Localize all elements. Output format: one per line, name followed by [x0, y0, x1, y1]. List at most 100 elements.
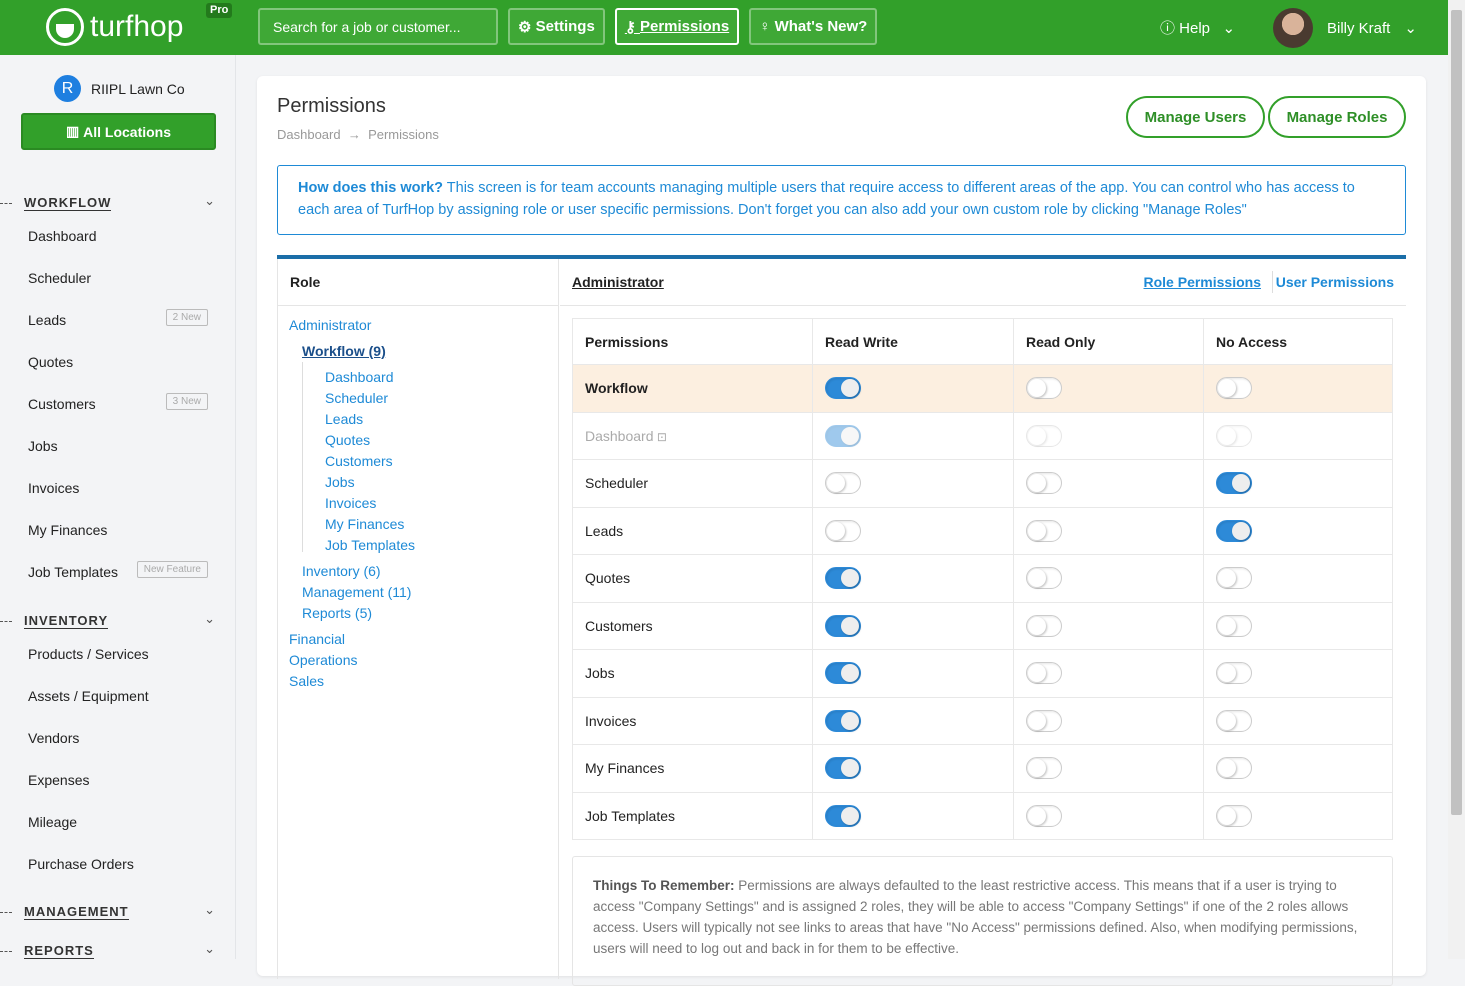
manage-users-button[interactable]: Manage Users: [1126, 96, 1265, 138]
toggle-no-access[interactable]: [1216, 472, 1252, 495]
toggle-no-access[interactable]: [1216, 519, 1252, 542]
toggle-read-write[interactable]: [825, 757, 861, 780]
toggle-read-write[interactable]: [825, 709, 861, 732]
sidebar-item-scheduler[interactable]: Scheduler: [28, 270, 208, 286]
sidebar-section-reports[interactable]: REPORTS ⌄: [0, 941, 236, 963]
sidebar-item-leads[interactable]: Leads 2 New: [28, 309, 208, 328]
sidebar-section-management[interactable]: MANAGEMENT ⌄: [0, 902, 236, 924]
toggle-read-only[interactable]: [1026, 377, 1062, 400]
role-tree-item[interactable]: Customers: [325, 453, 393, 469]
sidebar-item-label: Dashboard: [28, 228, 97, 244]
permission-name: Quotes: [572, 554, 813, 603]
all-locations-button[interactable]: ▥ All Locations: [21, 113, 216, 150]
sidebar-item-quotes[interactable]: Quotes: [28, 354, 208, 370]
toggle-read-only[interactable]: [1026, 662, 1062, 685]
toggle-read-write[interactable]: [825, 614, 861, 637]
permission-cell: [812, 744, 1014, 793]
role-tree-item[interactable]: Invoices: [325, 495, 377, 511]
chevron-down-icon: ⌄: [204, 193, 216, 208]
avatar: [1273, 8, 1313, 48]
sidebar-section-workflow[interactable]: WORKFLOW ⌄: [0, 193, 236, 215]
toggle-read-write[interactable]: [825, 519, 861, 542]
toggle-no-access[interactable]: [1216, 757, 1252, 780]
chevron-down-icon: ⌄: [204, 941, 216, 956]
sidebar-item-vendors[interactable]: Vendors: [28, 730, 208, 746]
selected-role[interactable]: Administrator: [572, 274, 664, 290]
toggle-no-access[interactable]: [1216, 614, 1252, 637]
toggle-read-write[interactable]: [825, 377, 861, 400]
role-tree-item[interactable]: Quotes: [325, 432, 371, 448]
role-tree-item[interactable]: Sales: [289, 673, 325, 689]
role-tree-item[interactable]: Job Templates: [325, 537, 416, 553]
role-tree-item[interactable]: Scheduler: [325, 390, 389, 406]
toggle-read-write[interactable]: [825, 662, 861, 685]
sidebar-item-mileage[interactable]: Mileage: [28, 814, 208, 830]
info-lead: How does this work?: [298, 180, 444, 196]
sidebar-item-my-finances[interactable]: My Finances: [28, 522, 208, 538]
turfhop-logo[interactable]: turfhop: [46, 8, 183, 46]
breadcrumb-dashboard[interactable]: Dashboard: [277, 127, 341, 142]
toggle-read-only[interactable]: [1026, 757, 1062, 780]
sidebar-item-expenses[interactable]: Expenses: [28, 772, 208, 788]
toggle-no-access[interactable]: [1216, 804, 1252, 827]
sidebar-item-label: Scheduler: [28, 270, 92, 286]
sidebar-item-assets-equipment[interactable]: Assets / Equipment: [28, 688, 208, 704]
sidebar-item-invoices[interactable]: Invoices: [28, 480, 208, 496]
permissions-button[interactable]: ⚷ Permissions: [614, 8, 740, 45]
sidebar-section-inventory[interactable]: INVENTORY ⌄: [0, 611, 236, 633]
toggle-read-only[interactable]: [1026, 804, 1062, 827]
role-panel: Role Administrator Workflow (9) Dashboard S…: [277, 259, 559, 979]
search-input[interactable]: Search for a job or customer...: [258, 8, 498, 45]
toggle-no-access[interactable]: [1216, 567, 1252, 590]
top-nav: turfhop Pro Search for a job or customer…: [0, 0, 1448, 55]
permission-name: My Finances: [572, 744, 813, 793]
role-tree-item[interactable]: Workflow (9): [302, 343, 386, 359]
toggle-read-only[interactable]: [1026, 614, 1062, 637]
permission-cell: [1013, 744, 1204, 793]
whats-new-button[interactable]: ♀ What's New?: [749, 8, 878, 45]
toggle-no-access[interactable]: [1216, 377, 1252, 400]
role-tree-item[interactable]: My Finances: [325, 516, 405, 532]
toggle-no-access[interactable]: [1216, 709, 1252, 732]
role-tree-item[interactable]: Dashboard: [325, 369, 394, 385]
sidebar-item-job-templates[interactable]: Job Templates New Feature: [28, 561, 208, 580]
role-tree-item[interactable]: Financial: [289, 631, 346, 647]
sidebar-item-purchase-orders[interactable]: Purchase Orders: [28, 856, 208, 872]
settings-button[interactable]: ⚙ Settings: [508, 8, 605, 45]
help-menu[interactable]: ⓘ Help ⌄: [1160, 17, 1235, 38]
sidebar-item-products-services[interactable]: Products / Services: [28, 646, 208, 662]
toggle-no-access[interactable]: [1216, 662, 1252, 685]
role-tree-item[interactable]: Management (11): [302, 584, 412, 600]
manage-roles-button[interactable]: Manage Roles: [1268, 96, 1406, 138]
permission-name: Workflow: [572, 364, 813, 413]
toggle-read-only[interactable]: [1026, 709, 1062, 732]
permission-row: Job Templates: [572, 791, 1393, 840]
role-tree-item[interactable]: Operations: [289, 652, 358, 668]
toggle-read-only[interactable]: [1026, 567, 1062, 590]
logo-text: turfhop: [90, 10, 184, 43]
lightbulb-icon: ♀: [759, 18, 775, 35]
sidebar-item-dashboard[interactable]: Dashboard: [28, 228, 208, 244]
toggle-read-write[interactable]: [825, 804, 861, 827]
user-menu[interactable]: Billy Kraft ⌄: [1273, 8, 1417, 48]
role-tree-item[interactable]: Administrator: [289, 317, 372, 333]
scrollbar-thumb[interactable]: [1451, 10, 1462, 815]
role-tree-item[interactable]: Jobs: [325, 474, 355, 490]
toggle-read-only[interactable]: [1026, 519, 1062, 542]
role-tree-item[interactable]: Reports (5): [302, 605, 373, 621]
role-permissions-link[interactable]: Role Permissions: [1143, 274, 1262, 290]
scrollbar[interactable]: [1448, 0, 1465, 959]
user-permissions-link[interactable]: User Permissions: [1275, 274, 1394, 290]
toggle-read-only[interactable]: [1026, 472, 1062, 495]
org-switcher[interactable]: R RIIPL Lawn Co: [54, 75, 185, 102]
permission-label: Invoices: [585, 712, 637, 729]
sidebar-item-customers[interactable]: Customers 3 New: [28, 393, 208, 412]
toggle-read-write[interactable]: [825, 567, 861, 590]
toggle-read-write[interactable]: [825, 472, 861, 495]
permission-name: Dashboard ⊡: [572, 411, 813, 460]
role-tree-item[interactable]: Inventory (6): [302, 563, 381, 579]
sidebar-item-jobs[interactable]: Jobs: [28, 438, 208, 454]
permission-cell: [1203, 506, 1393, 555]
info-box: How does this work? This screen is for t…: [277, 165, 1406, 235]
role-tree-item[interactable]: Leads: [325, 411, 364, 427]
